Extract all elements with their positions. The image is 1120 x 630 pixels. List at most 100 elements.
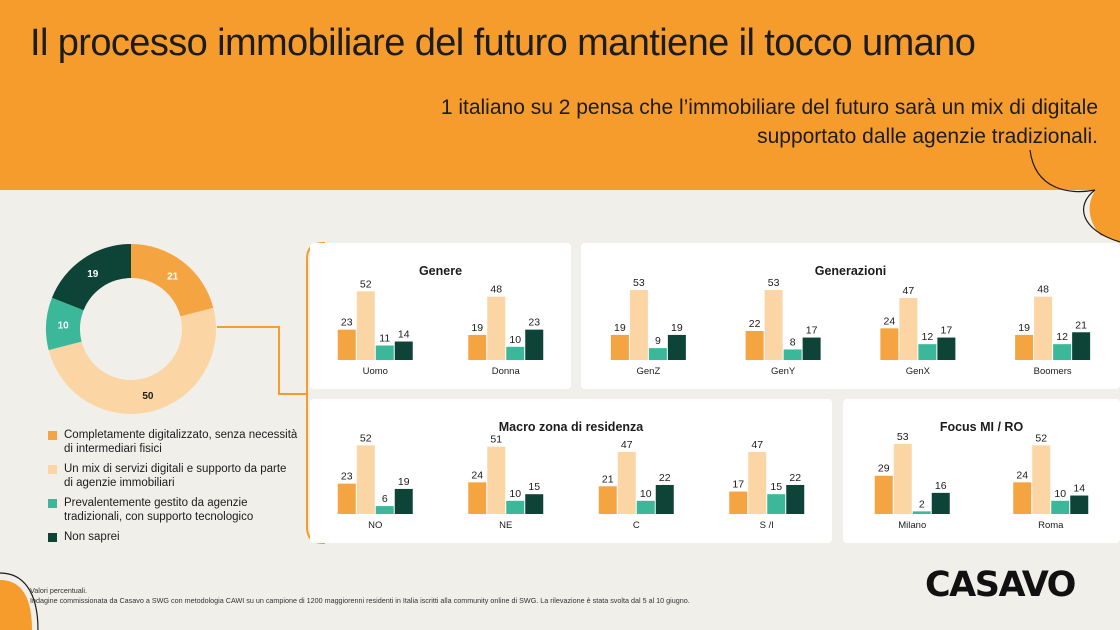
donut-label-digital: 21 [167,271,179,282]
bar-value-label: 52 [360,278,372,290]
bar-value-label: 12 [1056,331,1068,343]
bar-mix [893,444,912,514]
bar-value-label: 14 [1073,483,1085,495]
bar-value-label: 10 [1054,488,1066,500]
bar-value-label: 10 [509,334,521,346]
bar-traditional [636,500,655,514]
bar-value-label: 48 [490,284,502,296]
bar-traditional [918,344,937,360]
bar-traditional [767,494,786,514]
bar-value-label: 19 [671,322,683,334]
bar-unsure [931,492,950,514]
bar-value-label: 6 [382,493,388,505]
bar-value-label: 21 [1075,319,1087,331]
bar-value-label: 19 [614,322,626,334]
legend-label-traditional: Prevalentemente gestito da agenzie tradi… [64,497,254,523]
donut-slice-traditional [46,297,84,351]
bar-traditional [506,346,525,360]
bar-digital [610,334,629,360]
bar-digital [337,329,356,360]
panel-title-macro-zona: Macro zona di residenza [498,420,644,434]
bar-value-label: 47 [621,439,633,451]
bar-chart-focus-mi-ro: 29 53 2 16 Milano 24 52 10 14 Roma [874,431,1089,531]
bar-mix [764,290,783,360]
bar-mix [899,297,918,360]
bar-traditional [1053,344,1072,360]
page-title: Il processo immobiliare del futuro manti… [30,22,976,64]
bar-chart-generazioni: 19 53 9 19 GenZ 22 53 8 17 GenY 24 47 12 17 GenX 19 48 12… [610,277,1091,377]
category-label: C [633,520,640,531]
bar-digital [598,486,617,514]
bar-mix [487,446,506,514]
decorative-swirl-right [1029,150,1120,243]
header-banner: Il processo immobiliare del futuro manti… [0,0,1120,190]
bar-mix [1034,296,1053,360]
legend-swatch-digital [48,431,57,440]
bar-traditional [783,349,802,360]
bar-value-label: 24 [471,469,483,481]
bar-unsure [394,488,413,514]
bar-unsure [525,329,544,360]
footnote-line-2: Indagine commissionata da Casavo a SWG c… [30,596,690,605]
bar-digital [729,491,748,514]
bar-value-label: 52 [360,432,372,444]
bar-mix [487,296,506,360]
bar-value-label: 17 [732,479,744,491]
bar-traditional [506,500,525,514]
panel-title-focus-mi-ro: Focus MI / RO [939,420,1024,434]
bar-digital [745,330,764,360]
bar-value-label: 9 [655,335,661,347]
bar-unsure [802,337,821,360]
subtitle-line-2: supportato dalle agenzie tradizionali. [757,125,1098,148]
bar-value-label: 23 [341,317,353,329]
bar-mix [629,290,648,360]
connector-bracket [217,242,325,544]
bar-value-label: 14 [398,329,410,341]
legend-item-digital: Completamente digitalizzato, senza neces… [48,428,298,456]
category-label: Milano [898,520,926,531]
bar-unsure [667,334,686,360]
footnote-line-1: Valori percentuali. [30,586,87,595]
bar-value-label: 15 [770,481,782,493]
donut-label-mix: 50 [142,391,154,402]
bar-mix [356,291,375,360]
bar-value-label: 17 [941,325,953,337]
category-label: GenZ [636,366,660,377]
category-label: Boomers [1034,366,1072,377]
bar-value-label: 2 [919,498,925,510]
panel-focus-mi-ro: Focus MI / RO 29 53 2 16 Milano 24 52 10 14 Roma [843,399,1120,543]
bar-value-label: 53 [633,277,645,289]
bar-digital [468,334,487,360]
category-label: Roma [1038,520,1064,531]
bar-value-label: 17 [806,325,818,337]
category-label: Donna [492,366,521,377]
bar-value-label: 21 [602,473,614,485]
bar-value-label: 53 [768,277,780,289]
category-label: NO [368,520,382,531]
bar-digital [880,328,899,360]
panel-title-generazioni: Generazioni [814,264,887,278]
bar-traditional [648,348,667,360]
bar-value-label: 19 [1018,322,1030,334]
bar-value-label: 47 [751,439,763,451]
bar-chart-macro-zona: 23 52 6 19 NO 24 51 10 15 NE 21 47 10 22 C 17 47 15 22 S /I [337,432,805,531]
bar-value-label: 48 [1037,284,1049,296]
decorative-swirl-left [0,572,39,630]
bar-unsure [525,494,544,514]
panel-title-genere: Genere [418,264,463,278]
bar-mix [617,451,636,514]
bar-value-label: 47 [903,285,915,297]
bar-unsure [394,341,413,360]
overall-donut-chart: 21 50 10 19 [46,244,216,414]
bar-value-label: 19 [471,322,483,334]
bar-unsure [786,484,805,514]
bar-traditional [375,506,394,514]
footnote: Valori percentuali. Indagine commissiona… [30,586,690,606]
category-label: Uomo [363,366,388,377]
legend-item-mix: Un mix di servizi digitali e supporto da… [48,462,298,490]
bar-digital [874,475,893,514]
bar-unsure [655,484,674,514]
bar-value-label: 53 [897,431,909,443]
bar-value-label: 19 [398,476,410,488]
bar-value-label: 22 [659,472,671,484]
